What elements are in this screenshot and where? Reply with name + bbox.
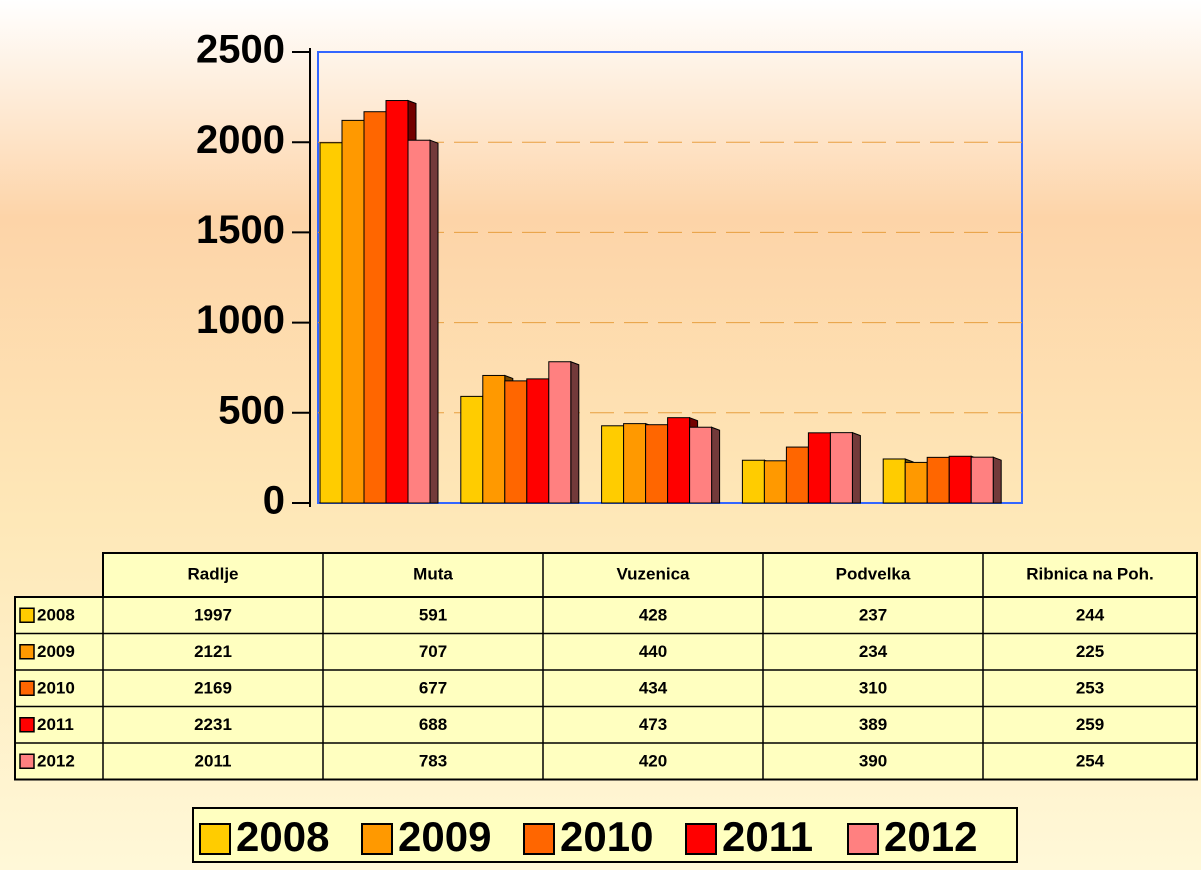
table-header: Vuzenica <box>616 564 690 583</box>
table-cell: 234 <box>859 642 888 661</box>
table-cell: 707 <box>419 642 447 661</box>
table-cell: 2121 <box>194 642 232 661</box>
table-cell: 2231 <box>194 715 232 734</box>
legend-label: 2010 <box>560 813 653 860</box>
bar <box>689 426 713 504</box>
bar-side <box>851 431 861 504</box>
bar <box>548 361 572 504</box>
table-header: Ribnica na Poh. <box>1026 564 1154 583</box>
legend-label: 2009 <box>398 813 491 860</box>
table-header: Radlje <box>187 564 238 583</box>
table-legend-key <box>19 717 35 733</box>
table-legend-key <box>19 680 35 696</box>
bar <box>926 456 950 504</box>
bar <box>319 142 343 504</box>
y-tick-label: 1500 <box>196 208 285 252</box>
table-header: Podvelka <box>836 564 911 583</box>
bar <box>623 423 647 504</box>
table-cell: 2169 <box>194 679 232 698</box>
bar <box>829 432 853 504</box>
table-cell: 390 <box>859 752 887 771</box>
bar <box>385 100 409 504</box>
legend-key <box>199 823 231 855</box>
table-cell: 420 <box>639 752 667 771</box>
table-legend-key <box>19 607 35 623</box>
bar-side <box>570 361 580 504</box>
bar <box>970 456 994 504</box>
legend-key <box>523 823 555 855</box>
table-cell: 254 <box>1076 752 1105 771</box>
legend-key <box>361 823 393 855</box>
bar <box>882 458 906 504</box>
bar <box>948 455 972 504</box>
table-row-label: 2012 <box>37 752 75 771</box>
table-cell: 473 <box>639 715 667 734</box>
legend-label: 2008 <box>236 813 329 860</box>
table-row-label: 2011 <box>37 715 74 734</box>
bar-side <box>711 426 721 504</box>
table-cell: 244 <box>1076 606 1105 625</box>
bar <box>741 459 765 504</box>
table-cell: 783 <box>419 752 447 771</box>
bar <box>341 119 365 504</box>
legend-label: 2011 <box>722 813 813 860</box>
bar <box>785 446 809 504</box>
table-cell: 677 <box>419 679 447 698</box>
table-cell: 440 <box>639 642 667 661</box>
y-tick-label: 500 <box>218 388 285 432</box>
bar <box>601 425 625 504</box>
bar <box>526 378 550 504</box>
table-row-label: 2008 <box>37 606 75 625</box>
table-cell: 237 <box>859 606 887 625</box>
bar <box>407 139 431 504</box>
legend <box>192 807 1018 863</box>
bar-side <box>429 139 439 504</box>
bar <box>645 424 669 504</box>
data-table <box>102 552 1198 598</box>
table-cell: 428 <box>639 606 667 625</box>
table-legend-key <box>19 753 35 769</box>
bar <box>460 395 484 504</box>
table-row-label: 2010 <box>37 679 75 698</box>
legend-label: 2012 <box>884 813 977 860</box>
table-legend-key <box>19 644 35 660</box>
bar <box>504 380 528 504</box>
bar-side <box>992 456 1002 504</box>
table-cell: 688 <box>419 715 447 734</box>
table-cell: 434 <box>639 679 668 698</box>
bar <box>667 417 691 504</box>
table-cell: 253 <box>1076 679 1104 698</box>
table-cell: 259 <box>1076 715 1104 734</box>
data-table-body <box>14 596 1198 781</box>
y-tick-label: 0 <box>263 479 285 523</box>
legend-key <box>847 823 879 855</box>
bar <box>904 461 928 504</box>
table-cell: 1997 <box>194 606 232 625</box>
y-tick-label: 2500 <box>196 28 285 72</box>
table-header: Muta <box>413 564 453 583</box>
bar <box>363 111 387 504</box>
legend-key <box>685 823 717 855</box>
table-cell: 310 <box>859 679 887 698</box>
table-row-label: 2009 <box>37 642 75 661</box>
bar <box>482 374 506 504</box>
y-tick-label: 2000 <box>196 118 285 162</box>
table-cell: 389 <box>859 715 887 734</box>
table-cell: 2011 <box>195 752 232 771</box>
table-cell: 225 <box>1076 642 1104 661</box>
bar <box>763 460 787 504</box>
table-cell: 591 <box>419 606 447 625</box>
y-tick-label: 1000 <box>196 298 285 342</box>
bar <box>807 432 831 504</box>
